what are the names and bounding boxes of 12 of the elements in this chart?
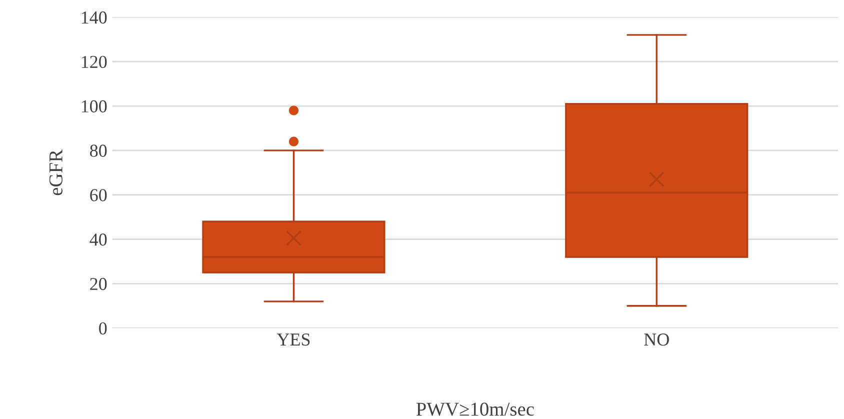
y-tick-label: 40 (90, 234, 107, 246)
y-tick-label: 20 (90, 278, 107, 290)
y-axis-title: eGFR (49, 149, 62, 196)
x-tick-label: NO (644, 334, 669, 346)
x-axis-title: PWV≥10m/sec (416, 402, 534, 416)
x-tick-label: YES (276, 334, 310, 346)
y-tick-label: 120 (82, 56, 107, 68)
y-tick-label: 80 (90, 144, 107, 157)
y-tick-label: 60 (90, 189, 107, 202)
y-tick-label: 140 (82, 11, 107, 24)
y-tick-label: 0 (99, 322, 107, 335)
y-tick-label: 100 (82, 100, 107, 112)
